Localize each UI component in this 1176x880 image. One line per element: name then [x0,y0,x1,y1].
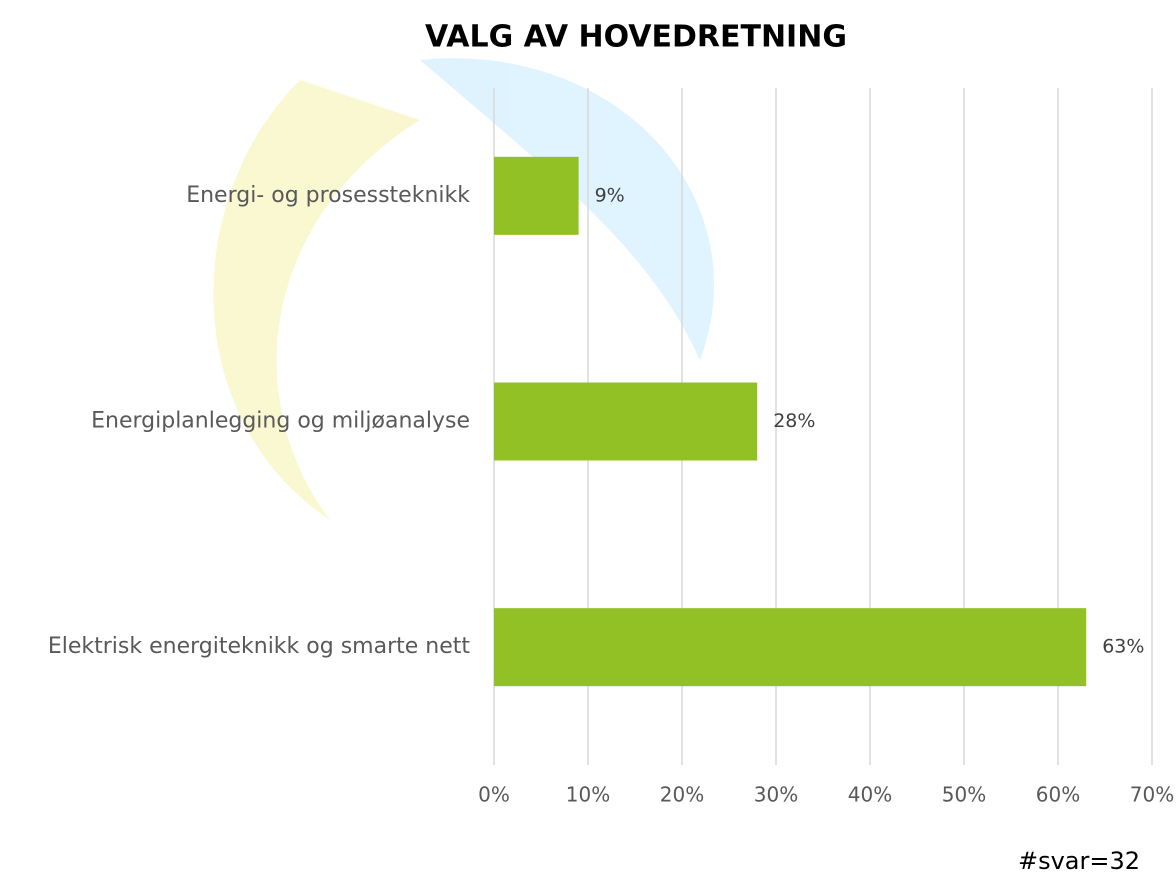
bar [494,156,579,235]
data-label: 63% [1102,636,1144,658]
x-tick-label: 70% [1130,783,1174,807]
bar [494,608,1087,687]
chart-title: VALG AV HOVEDRETNING [425,20,847,55]
y-tick-label: Energiplanlegging og miljøanalyse [91,409,470,434]
x-tick-label: 50% [942,783,986,807]
x-tick-label: 0% [478,783,510,807]
x-tick-label: 30% [754,783,798,807]
watermark [213,58,715,520]
x-tick-label: 20% [660,783,704,807]
y-tick-label: Elektrisk energiteknikk og smarte nett [48,634,471,659]
note: #svar=32 [1018,847,1140,875]
bar [494,382,758,461]
data-label: 9% [595,184,625,206]
x-tick-label: 60% [1036,783,1080,807]
y-tick-label: Energi- og prosessteknikk [186,183,470,208]
x-tick-label: 40% [848,783,892,807]
x-tick-label: 10% [566,783,610,807]
data-label: 28% [773,410,815,432]
